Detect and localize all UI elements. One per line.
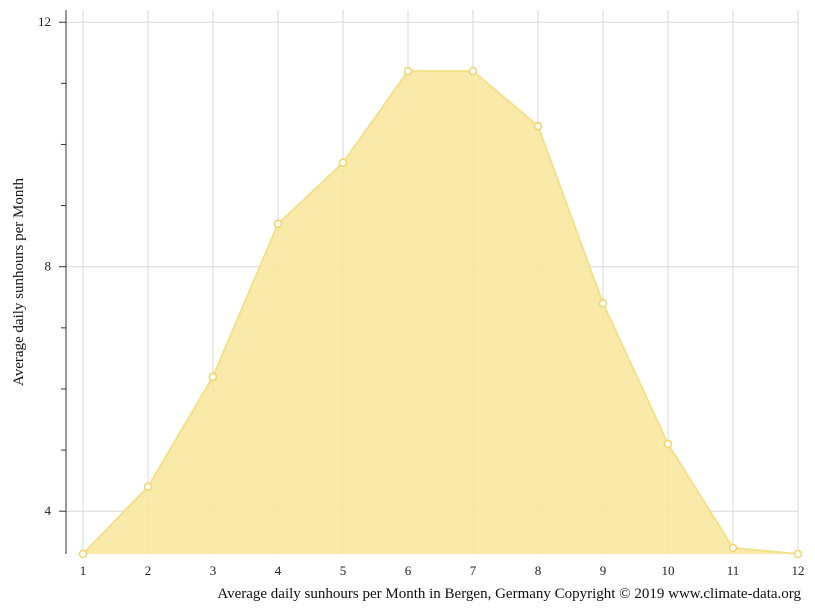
y-axis — [59, 10, 67, 554]
x-tick-label: 3 — [210, 563, 217, 578]
data-point — [728, 543, 738, 553]
x-tick-label: 1 — [80, 563, 87, 578]
data-point — [793, 549, 803, 559]
data-point — [143, 482, 153, 492]
data-point — [78, 549, 88, 559]
y-tick-label: 4 — [45, 503, 52, 518]
x-tick-label: 5 — [340, 563, 347, 578]
area-series — [82, 70, 799, 555]
x-tick-label: 9 — [600, 563, 607, 578]
data-point — [533, 121, 543, 131]
x-tick-label: 7 — [470, 563, 477, 578]
x-tick-label: 6 — [405, 563, 412, 578]
data-point — [663, 439, 673, 449]
x-tick-label: 12 — [792, 563, 805, 578]
data-markers — [78, 66, 803, 559]
x-tick-label: 11 — [727, 563, 740, 578]
data-point — [338, 158, 348, 168]
series-area — [83, 71, 798, 554]
data-point — [273, 219, 283, 229]
y-tick-label: 8 — [45, 259, 52, 274]
data-point — [208, 372, 218, 381]
x-tick-label: 2 — [145, 563, 152, 578]
x-tick-label: 4 — [275, 563, 282, 578]
x-tick-label: 8 — [535, 563, 542, 578]
y-tick-label: 12 — [38, 14, 51, 29]
x-tick-label: 10 — [662, 563, 675, 578]
data-point — [403, 66, 413, 76]
chart-caption: Average daily sunhours per Month in Berg… — [217, 586, 801, 602]
data-point — [468, 66, 478, 76]
series-line — [82, 70, 799, 555]
data-point — [598, 299, 608, 308]
y-axis-title: Average daily sunhours per Month — [11, 178, 27, 387]
